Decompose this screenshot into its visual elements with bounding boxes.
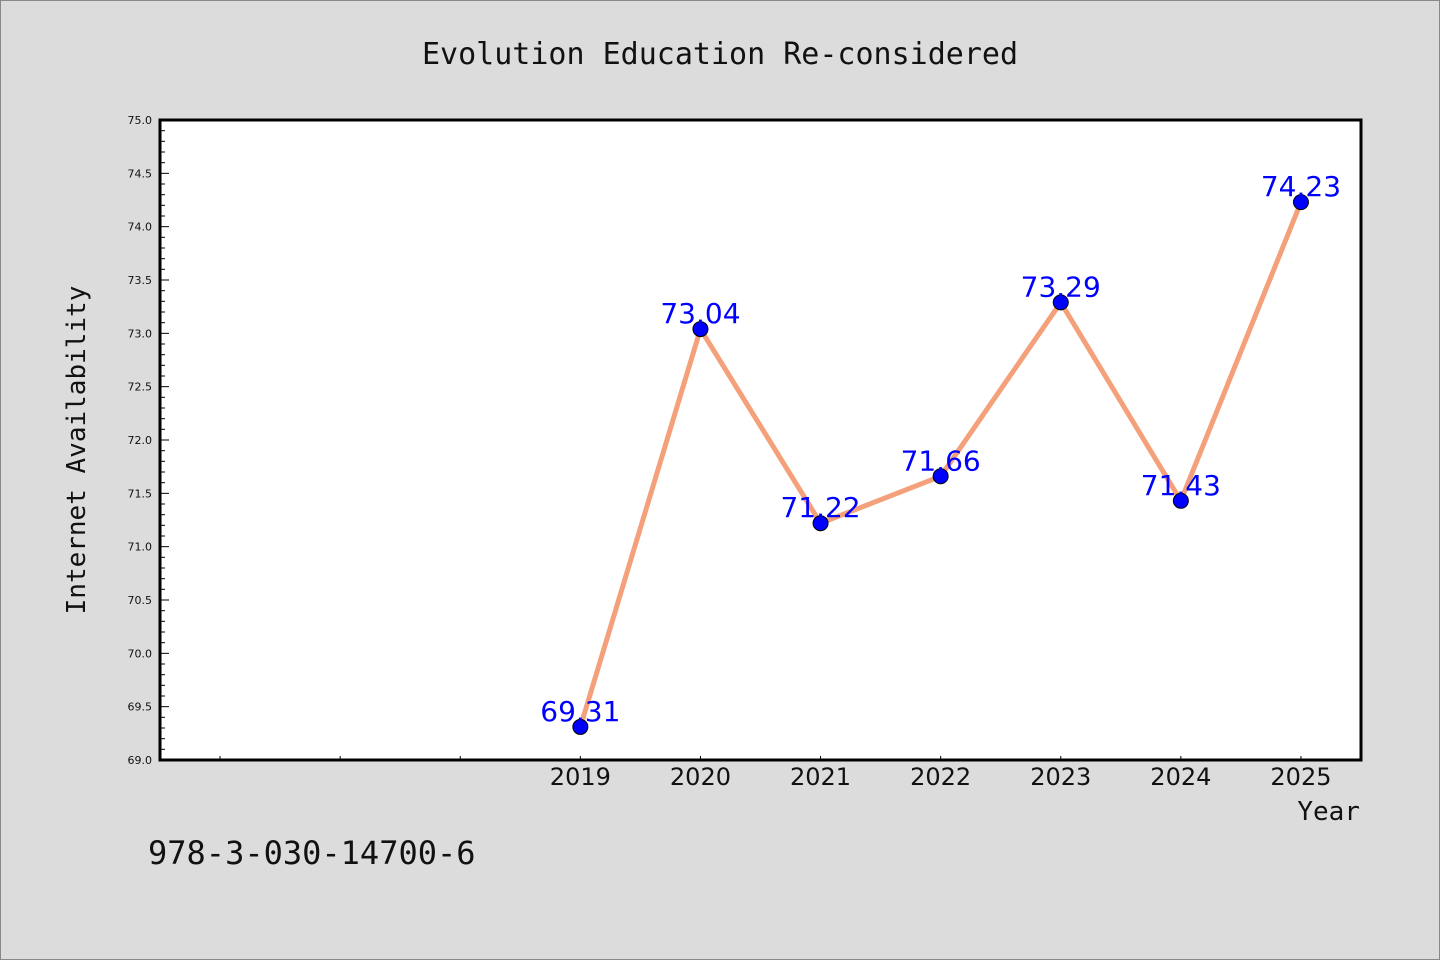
y-tick-label: 71.5 [128,487,153,500]
x-tick-label: 2023 [1030,763,1091,791]
y-tick-label: 74.5 [128,167,153,180]
data-label: 73.04 [660,297,740,330]
y-tick-label: 72.0 [128,434,153,447]
y-tick-label: 75.0 [128,114,153,127]
data-label: 71.66 [901,444,981,477]
y-tick-label: 69.0 [128,754,153,767]
data-label: 71.22 [780,491,860,524]
isbn-footer: 978-3-030-14700-6 [148,834,476,872]
y-tick-label: 69.5 [128,701,153,714]
x-axis-ticks: 2019 2020 2021 2022 2023 2024 2025 [219,756,1331,791]
y-axis-ticks: 69.0 69.5 70.0 70.5 71.0 71.5 72.0 72.5 73.0 73.5… [128,114,169,767]
y-tick-label: 74.0 [128,221,153,234]
data-point [932,468,949,485]
x-tick-label: 2024 [1150,763,1211,791]
y-tick-label: 73.0 [128,327,153,340]
y-tick-label: 71.0 [128,541,153,554]
y-tick-label: 70.5 [128,594,153,607]
data-point [692,321,709,338]
y-axis-label: Internet Availability [62,286,92,615]
data-point [1172,492,1189,509]
x-axis-label: Year [1297,797,1360,827]
data-point [572,718,589,735]
x-tick-label: 2021 [790,763,851,791]
x-tick-label: 2022 [910,763,971,791]
data-label: 74.23 [1261,170,1341,203]
series-group: 69.31 73.04 71.22 71.66 73.29 71.43 74.23 [540,170,1341,735]
data-label: 73.29 [1021,270,1101,303]
x-tick-label: 2025 [1270,763,1331,791]
x-tick-label: 2019 [550,763,611,791]
y-tick-label: 72.5 [128,381,153,394]
y-tick-label: 73.5 [128,274,153,287]
x-tick-label: 2020 [670,763,731,791]
data-point [1052,294,1069,311]
data-label: 69.31 [540,695,620,728]
data-label: 71.43 [1141,469,1221,502]
y-tick-label: 70.0 [128,647,153,660]
data-point [1292,194,1309,211]
chart-title: Evolution Education Re-considered [422,37,1018,72]
plot-area [158,118,1363,762]
data-point [812,515,829,532]
